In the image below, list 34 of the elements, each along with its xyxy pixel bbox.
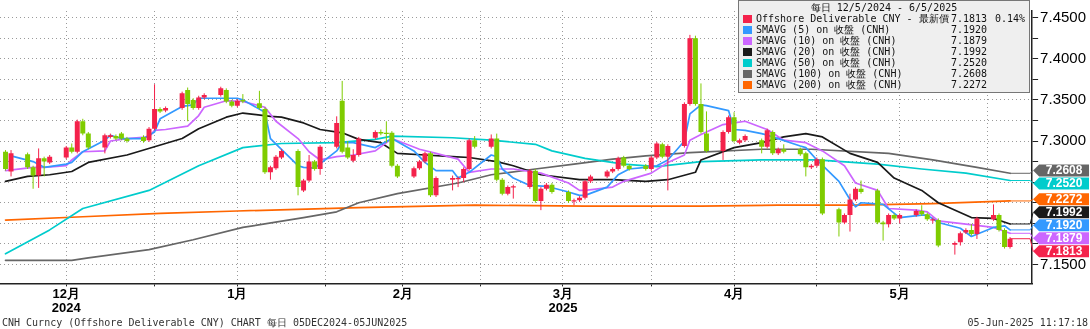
text: CNH Curncy (Offshore Deliverable CNY) CHART 每日 05DEC2024-05JUN2025 — [2, 316, 408, 328]
x-tick-label: 3月 2025 — [548, 286, 578, 316]
y-tick-label: 7.4000 — [1040, 48, 1087, 66]
y-tick-label: 7.3000 — [1040, 131, 1087, 149]
annotation: 7.2608 — [1045, 163, 1083, 178]
legend-label: SMAVG (10) on 收盤 (CNH) — [756, 35, 898, 46]
text: 7.1813 — [950, 13, 987, 24]
y-tick-label: 7.4500 — [1040, 7, 1087, 25]
legend-label: Offshore Deliverable CNY - 最新價 — [756, 13, 950, 24]
y-tick-label: 7.3500 — [1040, 90, 1087, 108]
annotation: 0.14% — [993, 13, 1025, 24]
x-tick-label: 12月 2024 — [51, 286, 82, 316]
text: 7.2272 — [950, 79, 987, 90]
legend-title: 每日 12/5/2024 - 6/5/2025 — [809, 2, 959, 13]
x-tick-label: 5月 — [889, 286, 910, 302]
x-tick-label: 4月 — [723, 286, 745, 302]
annotation: 7.2520 — [1045, 176, 1083, 191]
text: 7.1879 — [950, 35, 987, 46]
legend-label: SMAVG (20) on 收盤 (CNH) — [756, 46, 898, 57]
text: 7.1920 — [950, 24, 987, 35]
annotation: 7.1920 — [1045, 218, 1083, 233]
text: 7.2608 — [950, 68, 987, 79]
text: 7.1992 — [950, 46, 987, 57]
annotation: 7.1879 — [1045, 231, 1083, 246]
legend-label: SMAVG (5) on 收盤 (CNH) — [756, 24, 892, 35]
annotation: 7.1992 — [1045, 205, 1083, 220]
x-tick-label: 1月 — [227, 286, 248, 302]
legend-label: SMAVG (200) on 收盤 (CNH) — [756, 79, 904, 90]
legend-label: SMAVG (100) on 收盤 (CNH) — [756, 68, 904, 79]
legend-label: SMAVG (50) on 收盤 (CNH) — [756, 57, 898, 68]
text: 05-Jun-2025 11:17:18 — [967, 316, 1088, 328]
annotation: 7.2272 — [1045, 192, 1083, 207]
x-tick-label: 2月 — [392, 286, 414, 302]
text: 7.2520 — [950, 57, 987, 68]
